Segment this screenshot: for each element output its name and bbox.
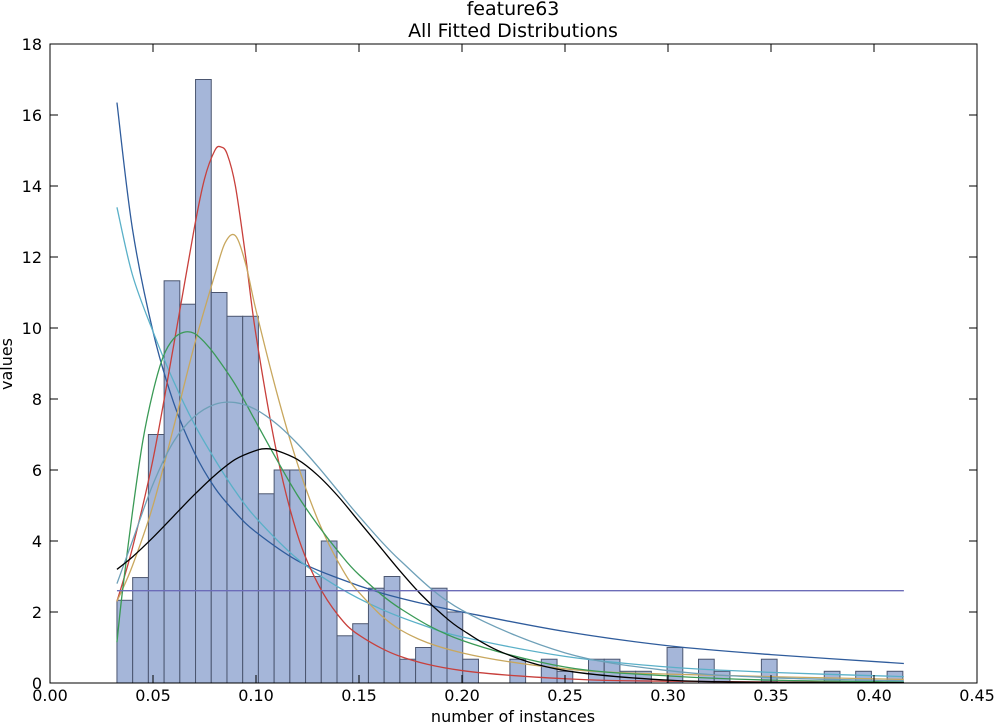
y-tick-label: 6 — [32, 461, 42, 480]
y-tick-label: 2 — [32, 603, 42, 622]
histogram-bar — [210, 292, 228, 684]
histogram-bar — [320, 540, 338, 684]
y-tick-label: 10 — [22, 319, 42, 338]
histogram-bar — [289, 469, 307, 684]
y-tick-label: 16 — [22, 106, 42, 125]
y-tick-label: 8 — [32, 390, 42, 409]
histogram-bar — [367, 587, 385, 684]
fitted-curve — [116, 401, 904, 682]
y-tick-label: 14 — [22, 177, 42, 196]
fitted-curve — [116, 331, 904, 683]
histogram-bar — [430, 587, 448, 684]
x-tick-label: 0.40 — [856, 686, 892, 705]
x-axis-label: number of instances — [431, 707, 595, 726]
histogram-bar — [195, 79, 212, 684]
histogram-bar — [179, 303, 197, 684]
chart-subtitle: All Fitted Distributions — [408, 20, 618, 42]
histogram-bar — [383, 576, 401, 684]
histogram-bars — [116, 79, 904, 684]
x-tick-label: 0.00 — [32, 686, 68, 705]
y-tick-label: 4 — [32, 532, 42, 551]
fitted-curve — [116, 145, 904, 684]
x-tick-label: 0.10 — [238, 686, 274, 705]
y-tick-label: 12 — [22, 248, 42, 267]
fitted-curves — [116, 102, 904, 684]
x-tick-label: 0.25 — [547, 686, 583, 705]
histogram-bar — [305, 576, 322, 684]
histogram-bar — [242, 315, 259, 684]
histogram-bar — [666, 647, 684, 684]
histogram-bar — [336, 635, 354, 684]
plot-frame — [49, 43, 978, 684]
axes: 0.00 0.05 0.10 0.15 0.20 0.25 0.30 0.35 0.40 0.45… — [22, 35, 995, 705]
histogram-bar — [226, 315, 244, 684]
x-tick-label: 0.05 — [135, 686, 171, 705]
y-axis-label: values — [0, 338, 16, 390]
histogram-bar — [399, 658, 417, 684]
chart-title: feature63 — [467, 0, 560, 20]
fitted-curve — [116, 448, 904, 684]
histogram-bar — [415, 647, 432, 684]
x-tick-label: 0.15 — [341, 686, 377, 705]
histogram-bar — [698, 658, 715, 684]
y-tick-label: 18 — [22, 35, 42, 54]
x-tick-label: 0.35 — [753, 686, 789, 705]
histogram-bar — [116, 599, 134, 684]
x-tick-label: 0.30 — [650, 686, 686, 705]
histogram-bar — [132, 577, 149, 684]
fitted-curve — [116, 233, 904, 681]
x-tick-label: 0.45 — [959, 686, 995, 705]
fitted-curve — [116, 207, 904, 678]
x-tick-label: 0.20 — [444, 686, 480, 705]
histogram-bar — [446, 611, 464, 684]
y-tick-label: 0 — [32, 674, 42, 693]
